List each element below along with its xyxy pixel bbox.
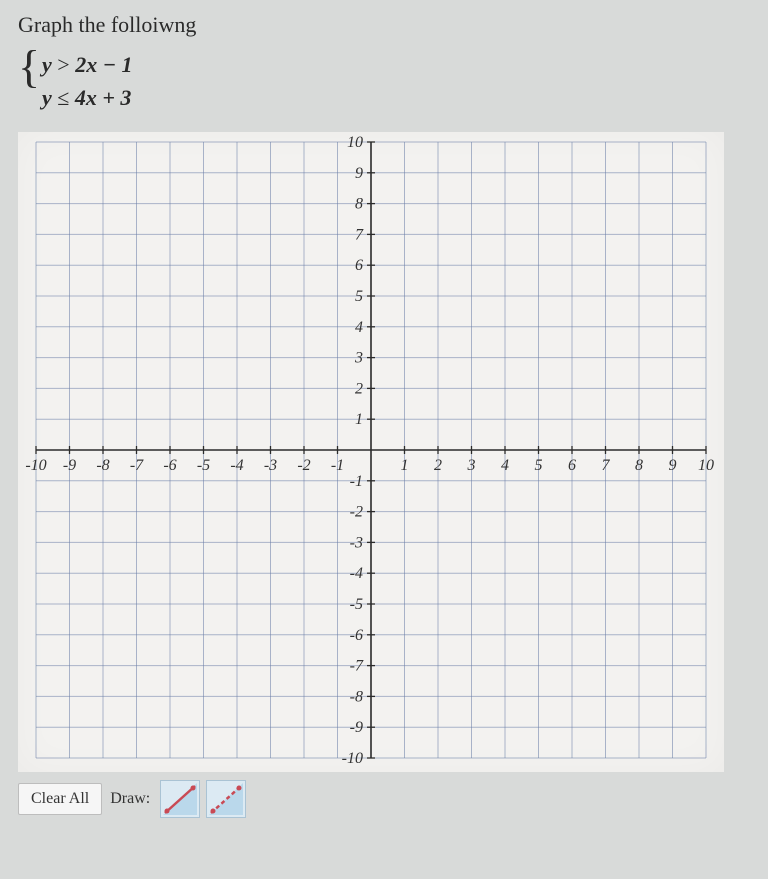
ineq2-rhs: 4x + 3 xyxy=(75,85,132,110)
svg-text:2: 2 xyxy=(434,457,442,474)
svg-text:4: 4 xyxy=(355,319,363,336)
svg-text:-10: -10 xyxy=(25,457,46,474)
svg-text:-5: -5 xyxy=(197,457,210,474)
brace-icon: { xyxy=(18,44,40,90)
ineq1-op: > xyxy=(57,52,69,77)
ineq2-lhs: y xyxy=(42,85,52,110)
svg-text:3: 3 xyxy=(354,350,363,367)
clear-all-button[interactable]: Clear All xyxy=(18,783,102,815)
ineq1-rhs: 2x − 1 xyxy=(75,52,132,77)
svg-text:1: 1 xyxy=(355,411,363,428)
svg-text:5: 5 xyxy=(355,288,363,305)
graph-canvas[interactable]: -10 -9 -8 -7 -6 -5 -4 -3 -2 -1 1 2 3 4 5 6 7 8 9 10 10 9 8 7 6 5 4… xyxy=(18,132,724,772)
svg-text:6: 6 xyxy=(355,257,363,274)
ineq1-lhs: y xyxy=(42,52,52,77)
svg-text:-4: -4 xyxy=(350,565,363,582)
svg-text:-7: -7 xyxy=(130,457,144,474)
inequality-1: y > 2x − 1 xyxy=(42,48,750,81)
svg-text:-3: -3 xyxy=(264,457,277,474)
tool-solid-line[interactable] xyxy=(160,780,200,818)
svg-text:-3: -3 xyxy=(350,534,363,551)
svg-text:-8: -8 xyxy=(96,457,109,474)
svg-text:7: 7 xyxy=(602,457,611,474)
svg-text:4: 4 xyxy=(501,457,509,474)
svg-text:1: 1 xyxy=(401,457,409,474)
svg-text:9: 9 xyxy=(355,165,363,182)
svg-text:8: 8 xyxy=(635,457,643,474)
svg-text:-9: -9 xyxy=(350,719,363,736)
svg-text:-1: -1 xyxy=(350,473,363,490)
coordinate-grid: -10 -9 -8 -7 -6 -5 -4 -3 -2 -1 1 2 3 4 5 6 7 8 9 10 10 9 8 7 6 5 4… xyxy=(18,132,724,772)
svg-text:2: 2 xyxy=(355,380,363,397)
svg-text:-6: -6 xyxy=(163,457,176,474)
svg-text:-8: -8 xyxy=(350,688,363,705)
svg-text:-2: -2 xyxy=(350,504,363,521)
svg-text:-10: -10 xyxy=(342,750,363,767)
svg-text:8: 8 xyxy=(355,196,363,213)
draw-toolbar: Clear All Draw: xyxy=(18,780,750,818)
svg-text:-2: -2 xyxy=(297,457,310,474)
draw-label: Draw: xyxy=(110,790,150,808)
svg-text:-6: -6 xyxy=(350,627,363,644)
svg-text:5: 5 xyxy=(535,457,543,474)
solid-line-icon xyxy=(163,783,197,815)
svg-text:7: 7 xyxy=(355,226,364,243)
inequality-system: { y > 2x − 1 y ≤ 4x + 3 xyxy=(18,48,750,114)
dashed-line-icon xyxy=(209,783,243,815)
svg-text:-5: -5 xyxy=(350,596,363,613)
inequality-2: y ≤ 4x + 3 xyxy=(42,81,750,114)
svg-text:-9: -9 xyxy=(63,457,76,474)
svg-text:3: 3 xyxy=(467,457,476,474)
prompt-title: Graph the folloiwng xyxy=(18,12,750,38)
svg-text:10: 10 xyxy=(347,134,363,151)
svg-text:-4: -4 xyxy=(230,457,243,474)
svg-text:-1: -1 xyxy=(331,457,344,474)
svg-text:9: 9 xyxy=(669,457,677,474)
ineq2-op: ≤ xyxy=(57,85,69,110)
tool-dashed-line[interactable] xyxy=(206,780,246,818)
svg-text:6: 6 xyxy=(568,457,576,474)
svg-text:10: 10 xyxy=(698,457,714,474)
svg-text:-7: -7 xyxy=(350,658,364,675)
